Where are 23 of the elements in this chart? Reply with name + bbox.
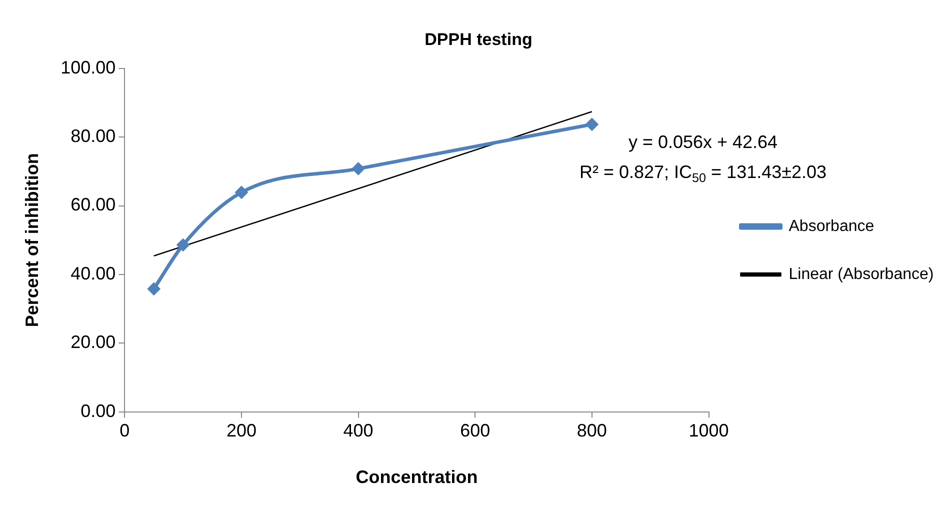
point <box>147 282 160 296</box>
y-tick-label: 20.00 <box>70 332 116 352</box>
chart-title: DPPH testing <box>424 30 532 49</box>
legend-label: Linear (Absorbance) <box>788 266 934 283</box>
y-tick-label: 80.00 <box>70 126 116 146</box>
annotation: y = 0.056x + 42.64 <box>628 132 778 152</box>
y-tick-label: 40.00 <box>70 263 116 284</box>
y-axis-title: Percent of inhibition <box>22 153 42 328</box>
x-tick-label: 1000 <box>688 420 729 441</box>
x-tick-label: 800 <box>576 420 607 441</box>
x-tick-label: 400 <box>343 420 374 441</box>
legend-label: Absorbance <box>788 218 874 235</box>
x-tick-label: 600 <box>460 420 490 441</box>
x-tick-label: 0 <box>120 420 130 441</box>
point <box>176 238 190 252</box>
point <box>234 186 248 199</box>
y-tick-label: 60.00 <box>70 194 116 215</box>
x-tick-label: 200 <box>226 420 256 441</box>
point <box>352 162 365 176</box>
point <box>585 118 598 131</box>
x-axis-title: Concentration <box>356 467 478 488</box>
y-tick-label: 0.00 <box>80 400 116 421</box>
y-tick-label: 100.00 <box>60 57 116 78</box>
